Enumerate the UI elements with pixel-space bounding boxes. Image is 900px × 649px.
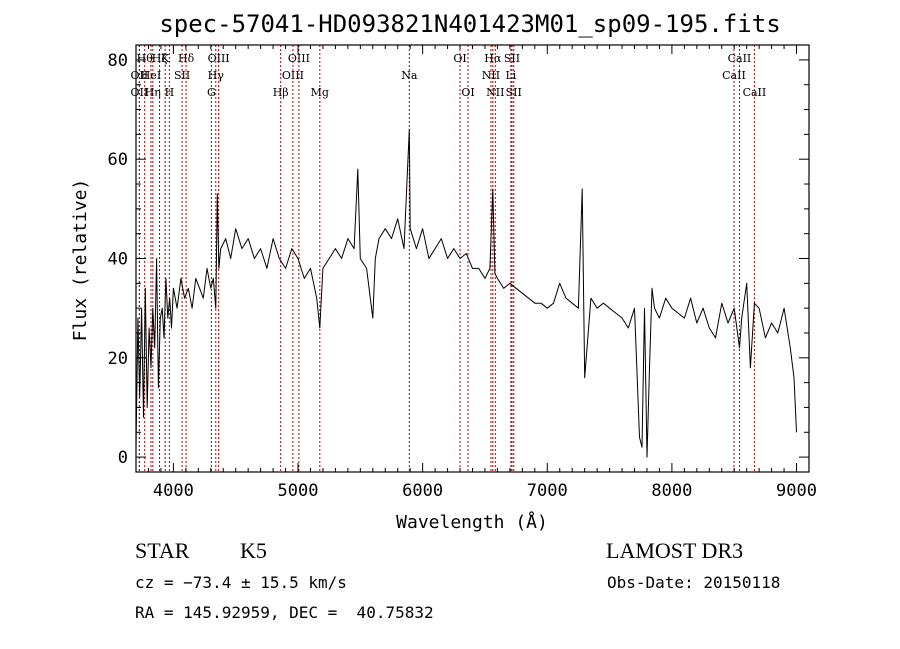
object-subclass: K5 bbox=[240, 538, 267, 563]
spectral-line-label: Hδ bbox=[178, 52, 195, 65]
x-tick-label: 6000 bbox=[402, 481, 443, 501]
spectral-line-label: G bbox=[207, 86, 216, 99]
spectral-line-label: K bbox=[161, 52, 170, 65]
spectral-line-label: Hη bbox=[145, 86, 161, 99]
x-tick-label: 5000 bbox=[278, 481, 319, 501]
coordinates-line: RA = 145.92959, DEC = 40.75832 bbox=[135, 603, 434, 622]
y-axis-ticks: 0 20 40 60 80 bbox=[108, 51, 809, 468]
spectral-line-markers bbox=[138, 45, 755, 472]
spectral-line-label: Hγ bbox=[208, 69, 225, 82]
x-tick-label: 8000 bbox=[651, 481, 692, 501]
spectral-line-label: OIII bbox=[208, 52, 230, 65]
y-tick-label: 20 bbox=[108, 349, 128, 369]
spectrum-layer bbox=[135, 128, 797, 458]
obs-date: Obs-Date: 20150118 bbox=[607, 573, 781, 592]
spectral-line-label: Na bbox=[401, 69, 418, 82]
spectral-line-label: CaII bbox=[728, 52, 752, 65]
spectral-line-label: HeI bbox=[141, 69, 161, 82]
spectral-line-label: OII bbox=[131, 86, 149, 99]
survey-name: LAMOST DR3 bbox=[606, 538, 744, 563]
spectral-line-label: Hα bbox=[484, 52, 502, 65]
spectral-line-labels: OII OII Hθ HeI Hη HζK H SII Hδ G Hγ OIII Hβ OIII OIII M… bbox=[131, 52, 767, 99]
spectral-line-label: SII bbox=[174, 69, 190, 82]
spectral-line-label: CaII bbox=[722, 69, 746, 82]
spectrum-series-line bbox=[135, 128, 797, 458]
spectral-line-label: Hθ bbox=[137, 52, 154, 65]
y-tick-label: 0 bbox=[118, 448, 128, 468]
x-tick-label: 4000 bbox=[153, 481, 194, 501]
spectral-line-label: Hζ bbox=[152, 52, 168, 65]
plot-frame bbox=[135, 44, 810, 473]
spectral-line-label: OIII bbox=[282, 69, 304, 82]
y-tick-label: 80 bbox=[108, 51, 128, 71]
spectral-line-label: H bbox=[165, 86, 175, 99]
y-tick-label: 40 bbox=[108, 250, 128, 270]
spectral-line-label: OIII bbox=[288, 52, 310, 65]
spectral-line-label: OI bbox=[453, 52, 466, 65]
spectral-line-label: SII bbox=[504, 52, 520, 65]
spectral-line-label: Hβ bbox=[273, 86, 289, 99]
spectral-line-label: CaII bbox=[743, 86, 767, 99]
y-tick-label: 60 bbox=[108, 150, 128, 170]
spectral-line-label: NII bbox=[482, 69, 500, 82]
spectral-line-label: OI bbox=[461, 86, 474, 99]
spectral-line-label: Mg bbox=[311, 86, 329, 99]
x-axis-label: Wavelength (Å) bbox=[396, 511, 548, 533]
x-tick-label: 9000 bbox=[776, 481, 817, 501]
chart-title: spec-57041-HD093821N401423M01_sp09-195.f… bbox=[159, 10, 780, 38]
x-axis-ticks: 4000 5000 6000 7000 8000 9000 bbox=[135, 45, 817, 501]
spectral-line-label: Li bbox=[505, 69, 516, 82]
spectral-line-label: NII bbox=[486, 86, 504, 99]
spectral-line-label: OII bbox=[131, 69, 149, 82]
object-class: STAR bbox=[135, 538, 190, 563]
redshift-line: cz = −73.4 ± 15.5 km/s bbox=[135, 573, 347, 592]
spectral-line-label: SII bbox=[506, 86, 522, 99]
y-axis-label: Flux (relative) bbox=[70, 179, 91, 342]
x-tick-label: 7000 bbox=[527, 481, 568, 501]
